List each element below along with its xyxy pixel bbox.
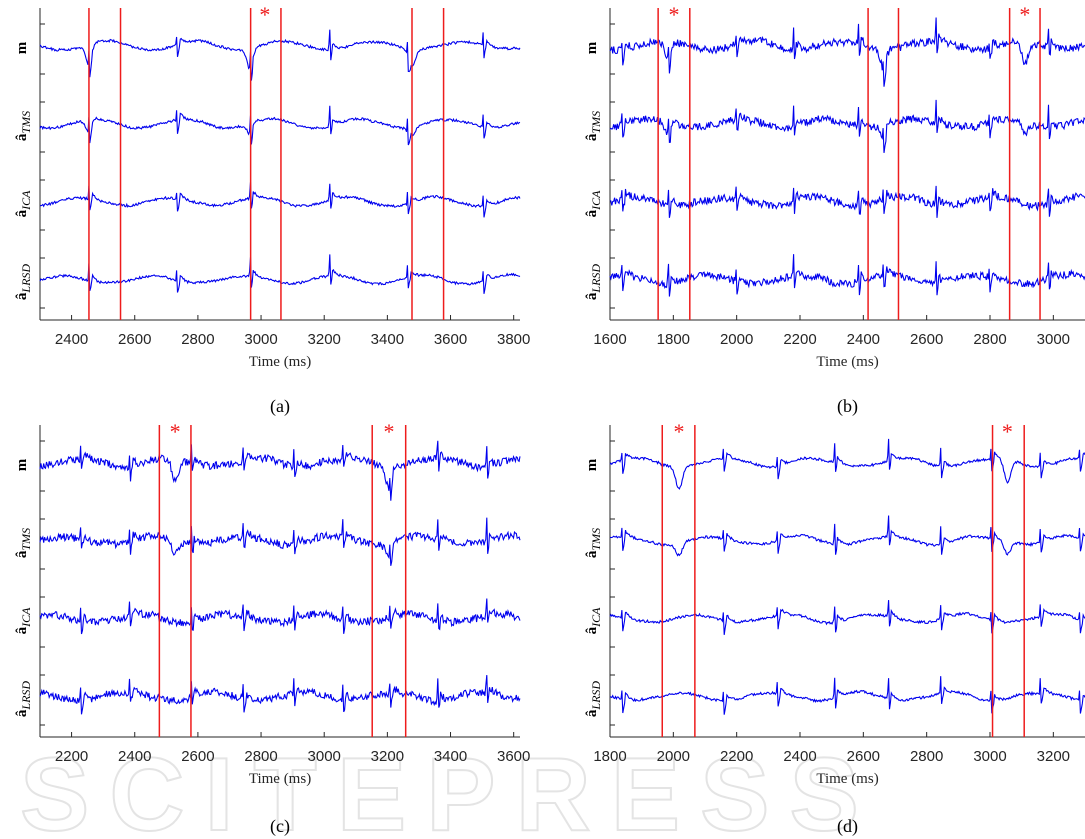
panel-caption: (b) <box>837 396 858 417</box>
x-tick-label: 3200 <box>308 331 341 348</box>
x-tick-label: 1800 <box>593 748 626 765</box>
signal-trace <box>39 29 521 81</box>
series-label: m <box>14 458 30 471</box>
signal-trace <box>39 517 521 566</box>
x-axis-label: Time (ms) <box>816 354 878 370</box>
x-tick-label: 1600 <box>593 331 626 348</box>
x-tick-label: 3800 <box>497 331 530 348</box>
chart-panel-0: 2400 2600 2800 3000 3200 3400 3600 3800 Time (ms… <box>14 2 530 417</box>
signal-trace <box>39 598 521 635</box>
signal-trace <box>39 254 521 294</box>
signal-trace <box>609 515 1085 557</box>
x-tick-label: 3200 <box>1037 748 1070 765</box>
signal-trace <box>609 17 1085 87</box>
x-tick-label: 3400 <box>371 331 404 348</box>
series-label: âLRSD <box>14 681 33 718</box>
signal-trace <box>609 438 1085 490</box>
x-tick-label: 3600 <box>434 331 467 348</box>
x-tick-label: 2200 <box>720 748 753 765</box>
x-tick-label: 2600 <box>118 331 151 348</box>
x-axis-label: Time (ms) <box>816 771 878 787</box>
asterisk-marker: * <box>383 419 394 444</box>
x-tick-label: 2200 <box>783 331 816 348</box>
series-label: âICA <box>14 607 33 635</box>
series-label: âTMS <box>584 528 603 558</box>
asterisk-marker: * <box>1019 2 1030 27</box>
x-tick-label: 2600 <box>181 748 214 765</box>
x-tick-label: 3200 <box>371 748 404 765</box>
x-tick-label: 2000 <box>720 331 753 348</box>
asterisk-marker: * <box>674 419 685 444</box>
asterisk-marker: * <box>170 419 181 444</box>
watermark-text: SCITEPRESS <box>20 737 879 839</box>
chart-panel-1: 1600 1800 2000 2200 2400 2600 2800 3000 Time (ms… <box>584 2 1085 417</box>
asterisk-marker: * <box>259 2 270 27</box>
x-tick-label: 2800 <box>181 331 214 348</box>
x-tick-label: 2400 <box>783 748 816 765</box>
x-tick-label: 2600 <box>910 331 943 348</box>
series-label: âICA <box>584 607 603 635</box>
series-label: m <box>584 458 600 471</box>
series-label: âTMS <box>14 111 33 141</box>
x-tick-label: 3400 <box>434 748 467 765</box>
x-tick-label: 3000 <box>973 748 1006 765</box>
signal-trace <box>609 254 1085 297</box>
series-label: âLRSD <box>14 264 33 301</box>
signal-trace <box>609 185 1085 218</box>
x-tick-label: 2000 <box>657 748 690 765</box>
asterisk-marker: * <box>1002 419 1013 444</box>
signal-trace <box>39 440 521 501</box>
signal-trace <box>609 600 1085 635</box>
signal-trace <box>609 99 1085 153</box>
signal-trace <box>39 181 521 218</box>
x-tick-label: 1800 <box>657 331 690 348</box>
x-axis-label: Time (ms) <box>249 771 311 787</box>
series-label: âTMS <box>584 111 603 141</box>
series-label: âTMS <box>14 528 33 558</box>
panel-caption: (c) <box>270 816 290 837</box>
series-label: âICA <box>14 190 33 218</box>
signal-trace <box>39 105 521 146</box>
signal-trace <box>39 675 521 715</box>
x-tick-label: 2800 <box>973 331 1006 348</box>
x-tick-label: 2800 <box>244 748 277 765</box>
chart-panel-3: 1800 2000 2200 2400 2600 2800 3000 3200 Time (ms… <box>584 419 1085 837</box>
x-tick-label: 3600 <box>497 748 530 765</box>
x-tick-label: 2400 <box>847 331 880 348</box>
series-label: âICA <box>584 190 603 218</box>
x-axis-label: Time (ms) <box>249 354 311 370</box>
series-label: âLRSD <box>584 681 603 718</box>
x-tick-label: 2800 <box>910 748 943 765</box>
x-tick-label: 2200 <box>55 748 88 765</box>
x-tick-label: 2600 <box>847 748 880 765</box>
panel-caption: (d) <box>837 816 858 837</box>
series-label: m <box>584 41 600 54</box>
x-tick-label: 3000 <box>244 331 277 348</box>
x-tick-label: 2400 <box>118 748 151 765</box>
x-tick-label: 3000 <box>308 748 341 765</box>
panel-caption: (a) <box>270 396 290 417</box>
signal-trace <box>609 676 1085 715</box>
series-label: m <box>14 41 30 54</box>
chart-panel-2: 2200 2400 2600 2800 3000 3200 3400 3600 Time (ms… <box>14 419 530 837</box>
x-tick-label: 2400 <box>55 331 88 348</box>
x-tick-label: 3000 <box>1037 331 1070 348</box>
asterisk-marker: * <box>668 2 679 27</box>
series-label: âLRSD <box>584 264 603 301</box>
